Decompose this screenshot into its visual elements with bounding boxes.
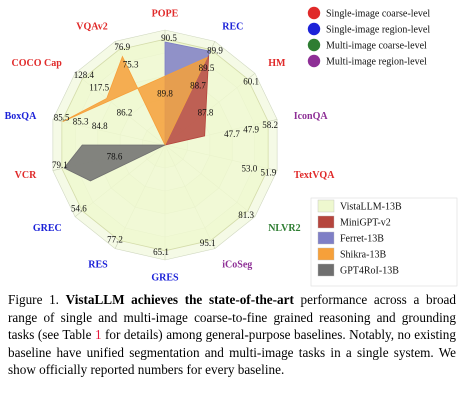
axis-label-boxqa: BoxQA — [5, 111, 37, 122]
inner-value-label: 78.6 — [107, 152, 123, 162]
group-dot-icon — [307, 54, 321, 68]
axis-label-iconqa: IconQA — [294, 111, 329, 122]
legend-swatch — [317, 231, 335, 245]
axis-label-res: RES — [88, 259, 108, 270]
table-ref-link[interactable]: 1 — [94, 327, 102, 343]
axis-label-textvqa: TextVQA — [294, 170, 336, 181]
caption-text-2: for details) among general-purpose basel… — [8, 327, 456, 378]
group-dot-icon — [307, 6, 321, 20]
axis-label-icoseg: iCoSeg — [222, 259, 252, 270]
axis-label-gres: GRES — [151, 273, 179, 284]
series-shikra-13b — [62, 55, 209, 146]
inner-value-label: 86.2 — [117, 108, 133, 118]
legend-swatch — [317, 199, 335, 213]
legend-swatch — [317, 263, 335, 277]
caption-bold: VistaLLM achieves the state-of-the-art — [65, 292, 294, 307]
tick-label-iconqa: 47.7 — [224, 129, 240, 139]
tick-label-boxqa: 84.8 — [92, 121, 108, 131]
tick-label-rec: 88.7 — [190, 81, 206, 91]
caption-text-1: performance across a broad range of sing… — [8, 292, 456, 343]
figure-caption: Figure 1. VistaLLM achieves the state-of… — [8, 291, 456, 379]
tick-label-nlvr2: 81.3 — [238, 210, 254, 220]
radar-tick-labels: 90.5 89.9 89.5 88.7 60.1 58.247.947.7 51.9 53.0… — [52, 33, 278, 257]
tick-label-vcr: 79.1 — [52, 160, 68, 170]
series-legend-box — [310, 197, 458, 287]
axis-label-vqav2: VQAv2 — [76, 22, 107, 33]
tick-label-res: 77.2 — [107, 235, 123, 245]
tick-label-vqav2: 76.9 — [114, 42, 130, 52]
tick-label-pope: 90.5 — [161, 33, 177, 43]
legend-label: GPT4RoI-13B — [340, 266, 399, 277]
group-label: Single-image region-level — [326, 25, 430, 36]
tick-label-rec: 89.5 — [199, 63, 215, 73]
tick-label-coco-cap: 128.4 — [74, 70, 95, 80]
legend-label: Shikra-13B — [340, 250, 386, 261]
inner-value-label: 89.8 — [157, 88, 173, 98]
group-dot-icon — [307, 22, 321, 36]
tick-label-textvqa: 51.9 — [261, 168, 277, 178]
legend-label: MiniGPT-v2 — [340, 218, 391, 229]
tick-label-iconqa: 58.2 — [262, 120, 278, 130]
tick-label-icoseg: 95.1 — [200, 238, 216, 248]
group-legend: Single-image coarse-level Single-image re… — [307, 6, 430, 68]
group-dot-icon — [307, 38, 321, 52]
tick-label-coco-cap: 117.5 — [89, 82, 109, 92]
caption-prefix: Figure 1. — [8, 292, 66, 307]
tick-label-grec: 54.6 — [71, 204, 87, 214]
tick-label-rec: 89.9 — [207, 45, 223, 55]
tick-label-hm: 60.1 — [243, 76, 259, 86]
legend-label: VistaLLM-13B — [340, 202, 402, 213]
radar-figure: 90.5 89.9 89.5 88.7 60.1 58.247.947.7 51.9 53.0… — [5, 6, 458, 287]
series-gpt4roi-13b — [63, 144, 166, 182]
tick-label-textvqa: 53.0 — [241, 163, 257, 173]
radar-axis-labels: POPE REC HM IconQA TextVQA NLVR2 iCoSeg GRES RES… — [5, 9, 336, 284]
inner-value-label: 87.8 — [198, 108, 214, 118]
tick-label-boxqa: 85.3 — [73, 117, 89, 127]
axis-label-vcr: VCR — [15, 170, 37, 181]
axis-label-rec: REC — [222, 22, 243, 33]
tick-label-boxqa: 85.5 — [54, 112, 70, 122]
legend-swatch — [317, 247, 335, 261]
tick-label-vqav2: 75.3 — [123, 60, 139, 70]
tick-label-gres: 65.1 — [153, 247, 169, 257]
radar-series — [61, 38, 269, 252]
axis-label-grec: GREC — [33, 223, 62, 234]
legend-swatch — [317, 215, 335, 229]
axis-label-coco-cap: COCO Cap — [12, 58, 63, 69]
group-label: Single-image coarse-level — [326, 9, 430, 20]
axis-label-nlvr2: NLVR2 — [268, 223, 300, 234]
group-label: Multi-image region-level — [326, 57, 427, 68]
axis-label-pope: POPE — [152, 9, 179, 20]
axis-label-hm: HM — [268, 58, 286, 69]
group-label: Multi-image coarse-level — [326, 41, 427, 52]
series-legend: VistaLLM-13B MiniGPT-v2 Ferret-13B Shikra-1… — [310, 197, 458, 287]
tick-label-iconqa: 47.9 — [243, 124, 259, 134]
legend-label: Ferret-13B — [340, 234, 384, 245]
